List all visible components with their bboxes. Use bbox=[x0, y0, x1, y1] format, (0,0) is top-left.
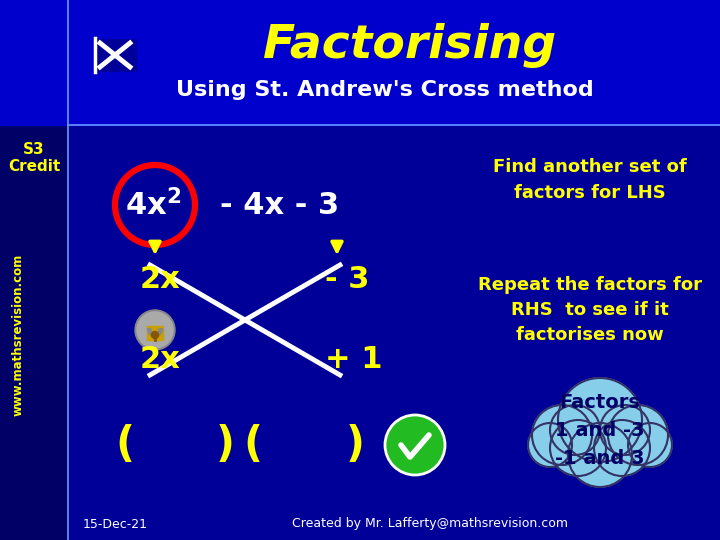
Circle shape bbox=[568, 423, 632, 487]
Bar bbox=[147, 326, 163, 340]
Circle shape bbox=[558, 378, 642, 462]
Circle shape bbox=[385, 415, 445, 475]
Text: (: ( bbox=[115, 424, 135, 466]
Text: ): ) bbox=[346, 424, 364, 466]
Text: Factorising: Factorising bbox=[264, 23, 557, 68]
Bar bbox=[95, 40, 135, 70]
Text: Using St. Andrew's Cross method: Using St. Andrew's Cross method bbox=[176, 80, 594, 100]
Circle shape bbox=[550, 420, 606, 476]
Text: (: ( bbox=[243, 424, 263, 466]
Text: Repeat the factors for
RHS  to see if it
factorises now: Repeat the factors for RHS to see if it … bbox=[478, 276, 702, 344]
Text: Find another set of
factors for LHS: Find another set of factors for LHS bbox=[493, 159, 687, 201]
Circle shape bbox=[594, 420, 650, 476]
Text: 15-Dec-21: 15-Dec-21 bbox=[83, 517, 148, 530]
Circle shape bbox=[532, 405, 592, 465]
Circle shape bbox=[628, 423, 672, 467]
Circle shape bbox=[151, 332, 158, 339]
Circle shape bbox=[135, 310, 175, 350]
Text: Factors
1 and -3
-1 and 3: Factors 1 and -3 -1 and 3 bbox=[555, 393, 644, 468]
Text: www.mathsrevision.com: www.mathsrevision.com bbox=[12, 254, 24, 416]
Text: - 4x - 3: - 4x - 3 bbox=[220, 191, 340, 219]
Text: + 1: + 1 bbox=[325, 346, 382, 375]
Bar bbox=[0, 0, 68, 540]
Text: S3
Credit: S3 Credit bbox=[8, 142, 60, 174]
Bar bbox=[0, 0, 720, 125]
Circle shape bbox=[137, 312, 173, 348]
Text: - 3: - 3 bbox=[325, 266, 369, 294]
Text: Created by Mr. Lafferty@mathsrevision.com: Created by Mr. Lafferty@mathsrevision.co… bbox=[292, 517, 568, 530]
Circle shape bbox=[550, 405, 600, 455]
Circle shape bbox=[528, 423, 572, 467]
Text: $\mathbf{4x^2}$: $\mathbf{4x^2}$ bbox=[125, 189, 181, 221]
Text: ): ) bbox=[215, 424, 235, 466]
Circle shape bbox=[608, 405, 668, 465]
Circle shape bbox=[600, 405, 650, 455]
Text: 2x: 2x bbox=[140, 266, 181, 294]
Text: 2x: 2x bbox=[140, 346, 181, 375]
